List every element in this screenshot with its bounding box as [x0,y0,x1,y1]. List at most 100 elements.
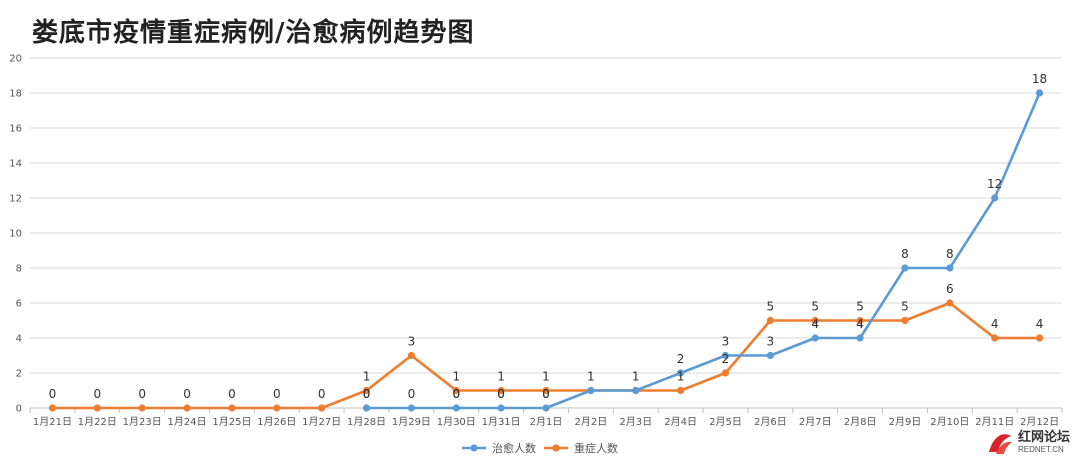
series-point-0 [901,264,909,272]
series-point-1 [362,386,371,395]
data-label: 1 [587,370,595,384]
data-label: 0 [497,387,505,401]
rednet-logo-icon [988,434,1012,454]
data-label: 0 [408,387,416,401]
data-label: 0 [363,387,371,401]
data-label: 4 [991,317,999,331]
data-label: 0 [273,387,281,401]
y-tick-label: 10 [9,229,22,240]
y-tick-label: 0 [16,404,22,415]
series-point-0 [452,404,460,412]
series-point-1 [766,316,774,325]
x-tick-label: 2月5日 [709,416,742,428]
y-tick-label: 18 [9,89,22,100]
data-label: 1 [632,370,640,384]
x-tick-label: 2月9日 [889,416,922,428]
x-tick-label: 2月8日 [844,416,877,428]
data-label: 4 [811,317,819,331]
data-label: 0 [452,387,460,401]
series-point-1 [1035,334,1044,342]
series-point-1 [811,316,819,325]
series-point-1 [542,386,550,395]
data-label: 5 [901,300,909,314]
watermark-chinese: 红网论坛 [1017,430,1070,446]
series-line-0 [365,91,1041,410]
series-point-0 [766,351,774,360]
series-point-1 [901,316,909,325]
series-point-1 [228,404,236,412]
x-tick-label: 1月29日 [392,416,431,428]
series-point-1 [183,404,191,412]
watermark: 红网论坛 REDNET.CN [986,430,1070,456]
legend-marker [470,444,478,452]
series-layer [48,89,1044,412]
y-tick-label: 20 [9,54,22,65]
x-tick-label: 2月3日 [619,416,652,428]
y-tick-label: 16 [9,124,22,135]
y-tick-label: 6 [16,299,22,310]
series-point-0 [1035,89,1044,97]
data-label: 3 [408,335,416,349]
data-label: 1 [363,370,371,384]
series-point-0 [991,194,999,202]
x-tick-label: 1月21日 [33,416,72,428]
series-point-0 [811,334,819,342]
data-label: 0 [138,387,146,401]
data-label: 1 [497,370,505,384]
data-label: 0 [228,387,236,401]
series-point-0 [587,386,595,395]
y-tick-label: 12 [9,194,22,205]
x-tick-label: 2月1日 [530,416,563,428]
series-point-0 [542,404,550,412]
x-tick-label: 2月4日 [664,416,697,428]
data-label: 1 [677,370,685,384]
data-label: 5 [811,300,819,314]
x-tick-label: 1月27日 [302,416,341,428]
data-label: 4 [811,317,819,331]
data-label: 0 [93,387,101,401]
x-tick-label: 1月22日 [78,416,117,428]
series-point-0 [362,404,371,412]
data-label: 0 [49,387,57,401]
x-tick-label: 2月7日 [799,416,832,428]
series-point-0 [721,351,730,360]
data-label: 3 [722,335,730,349]
data-label: 4 [856,317,864,331]
series-point-1 [497,386,505,395]
y-tick-label: 4 [16,334,22,345]
data-label: 1 [452,370,460,384]
series-point-0 [407,404,415,412]
x-tick-label: 1月25日 [212,416,251,428]
data-label: 1 [542,370,550,384]
x-tick-label: 2月12日 [1020,416,1059,428]
data-label: 5 [767,300,775,314]
y-tick-label: 2 [16,369,22,380]
data-label: 0 [318,387,326,401]
legend: 治愈人数 重症人数 [462,441,618,455]
x-tick-label: 1月26日 [257,416,296,428]
data-label: 2 [677,352,685,366]
series-point-1 [721,369,730,377]
legend-marker [552,444,560,452]
series-point-0 [856,334,864,342]
watermark-english: REDNET.CN [1017,444,1064,454]
data-label: 3 [767,335,775,349]
x-tick-label: 1月28日 [347,416,386,428]
series-point-1 [273,404,281,412]
x-tick-label: 1月23日 [123,416,162,428]
x-tick-label: 2月10日 [930,416,969,428]
data-label: 0 [542,387,550,401]
x-tick-label: 1月30日 [437,416,476,428]
series-point-1 [677,386,685,395]
series-point-1 [93,404,101,412]
data-label: 8 [901,247,909,261]
data-label: 6 [946,282,954,296]
x-tick-label: 1月24日 [167,416,206,428]
series-point-1 [318,404,326,412]
data-label: 4 [1036,317,1044,331]
legend-label: 重症人数 [574,441,618,455]
data-label: 18 [1032,72,1047,86]
series-point-0 [632,386,640,395]
